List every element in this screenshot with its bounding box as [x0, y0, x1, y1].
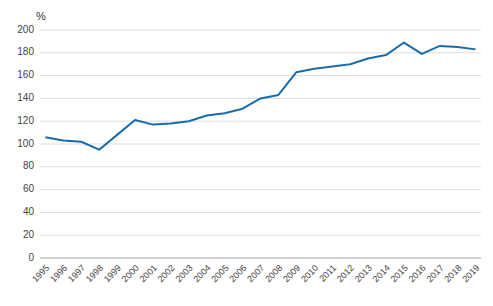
- x-axis-line: [40, 258, 481, 259]
- x-tick-label: 2000: [120, 263, 141, 284]
- x-tick-label: 2004: [191, 263, 212, 284]
- y-tick-label: 40: [23, 206, 35, 217]
- x-tick-label: 1995: [30, 263, 51, 284]
- x-tick-label: 2018: [442, 263, 463, 284]
- x-tick-label: 2005: [209, 263, 230, 284]
- x-axis: 1995199619971998199920002001200220032004…: [30, 263, 481, 284]
- x-tick-label: 1999: [102, 263, 123, 284]
- y-tick-label: 60: [23, 183, 35, 194]
- plot-area: [45, 43, 475, 150]
- grid-line: [40, 30, 481, 31]
- x-tick-label: 2006: [227, 263, 248, 284]
- y-tick-label: 160: [17, 69, 34, 80]
- y-tick-label: 180: [17, 46, 34, 57]
- y-tick-label: 100: [17, 138, 34, 149]
- x-tick-label: 2017: [424, 263, 445, 284]
- x-tick-label: 2016: [407, 263, 428, 284]
- x-tick-label: 2007: [245, 263, 266, 284]
- data-line: [45, 43, 475, 150]
- x-tick-label: 2009: [281, 263, 302, 284]
- y-tick-label: 140: [17, 92, 34, 103]
- grid-line: [40, 75, 481, 76]
- x-tick-label: 1996: [48, 263, 69, 284]
- grid-line: [40, 212, 481, 213]
- y-axis: 0 20 40 60 80 100 120 140 160 180 200: [17, 24, 34, 263]
- grid-line: [40, 52, 481, 53]
- y-tick-label: 120: [17, 115, 34, 126]
- y-tick-label: 0: [28, 252, 34, 263]
- x-tick-label: 2001: [138, 263, 159, 284]
- y-tick-label: 200: [17, 24, 34, 35]
- y-tick-label: 80: [23, 160, 35, 171]
- x-tick-label: 2010: [299, 263, 320, 284]
- x-tick-label: 2002: [156, 263, 177, 284]
- x-tick-label: 2013: [353, 263, 374, 284]
- y-tick-label: 20: [23, 229, 35, 240]
- grid-line: [40, 166, 481, 167]
- x-tick-label: 2015: [389, 263, 410, 284]
- x-tick-label: 2019: [460, 263, 481, 284]
- x-tick-label: 2011: [317, 263, 338, 284]
- grid-line: [40, 189, 481, 190]
- grid-line: [40, 235, 481, 236]
- x-tick-label: 2008: [263, 263, 284, 284]
- x-tick-label: 2012: [335, 263, 356, 284]
- x-tick-label: 1998: [84, 263, 105, 284]
- grid-line: [40, 258, 481, 259]
- x-tick-label: 2003: [174, 263, 195, 284]
- grid-line: [40, 121, 481, 122]
- chart: 0204060801001201401601802001995199619971…: [0, 0, 493, 306]
- y-grid: [40, 30, 481, 258]
- y-axis-label: %: [36, 10, 46, 22]
- x-tick-label: 2014: [371, 263, 392, 284]
- x-tick-label: 1997: [66, 263, 87, 284]
